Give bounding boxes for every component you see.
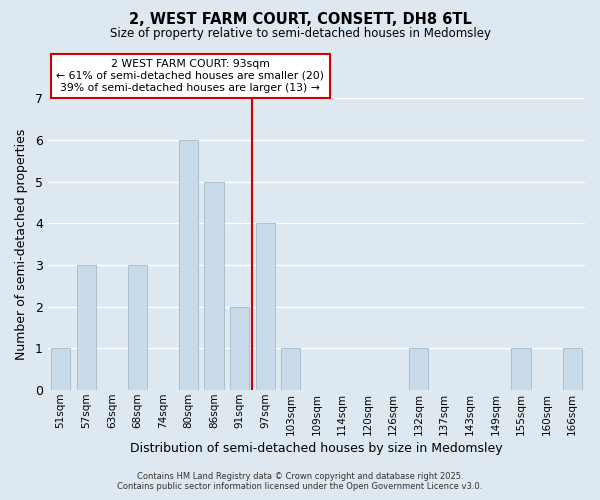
Text: 2 WEST FARM COURT: 93sqm
← 61% of semi-detached houses are smaller (20)
39% of s: 2 WEST FARM COURT: 93sqm ← 61% of semi-d…	[56, 60, 324, 92]
Bar	[128, 265, 147, 390]
Text: Size of property relative to semi-detached houses in Medomsley: Size of property relative to semi-detach…	[110, 28, 491, 40]
Bar	[256, 224, 275, 390]
Bar	[51, 348, 70, 390]
Bar	[563, 348, 582, 390]
Text: 2, WEST FARM COURT, CONSETT, DH8 6TL: 2, WEST FARM COURT, CONSETT, DH8 6TL	[128, 12, 472, 28]
Bar	[205, 182, 224, 390]
Y-axis label: Number of semi-detached properties: Number of semi-detached properties	[15, 128, 28, 360]
Bar	[77, 265, 96, 390]
Text: Contains HM Land Registry data © Crown copyright and database right 2025.
Contai: Contains HM Land Registry data © Crown c…	[118, 472, 482, 491]
X-axis label: Distribution of semi-detached houses by size in Medomsley: Distribution of semi-detached houses by …	[130, 442, 503, 455]
Bar	[511, 348, 530, 390]
Bar	[230, 307, 249, 390]
Bar	[409, 348, 428, 390]
Bar	[179, 140, 198, 390]
Bar	[281, 348, 301, 390]
